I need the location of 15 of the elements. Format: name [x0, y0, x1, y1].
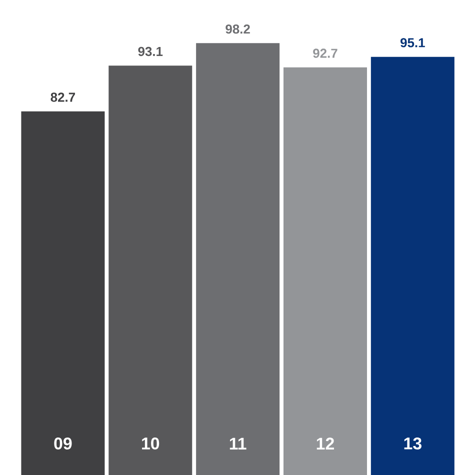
- x-tick-label: 11: [230, 438, 246, 450]
- x-tick-label: 10: [142, 437, 160, 450]
- data-label: 95.1: [400, 38, 425, 48]
- bar: [21, 111, 105, 475]
- x-tick-label: 12: [316, 438, 334, 450]
- bar: [370, 56, 454, 475]
- data-label: 92.7: [313, 48, 338, 58]
- bar: [108, 66, 192, 475]
- bar: [196, 43, 280, 475]
- data-label: 82.7: [50, 92, 75, 102]
- x-tick-label: 09: [54, 437, 72, 450]
- data-label: 98.2: [226, 24, 250, 34]
- bar: [283, 67, 367, 475]
- x-tick-label: 13: [404, 437, 422, 450]
- data-label: 93.1: [138, 46, 163, 56]
